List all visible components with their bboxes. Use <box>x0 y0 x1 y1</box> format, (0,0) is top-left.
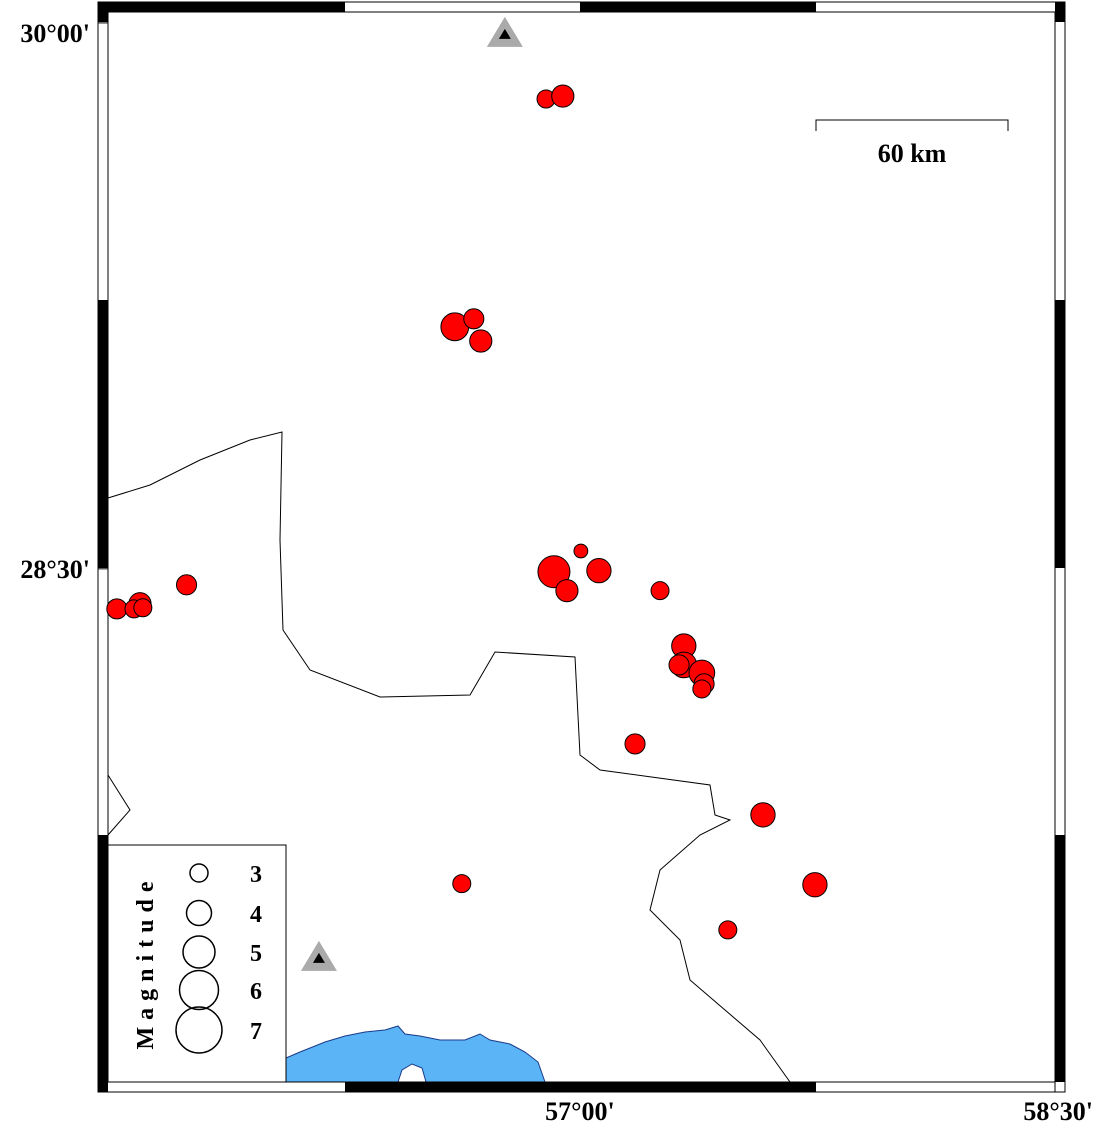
station-core <box>498 28 511 39</box>
event <box>668 654 690 676</box>
y-tick-label: 30°00' <box>20 19 90 48</box>
station-core <box>312 952 325 963</box>
event <box>551 84 575 108</box>
event <box>133 598 153 618</box>
legend-label: 4 <box>250 902 262 928</box>
water <box>285 1025 546 1083</box>
legend-label: 5 <box>250 941 262 967</box>
event <box>718 920 738 940</box>
event <box>650 581 670 601</box>
legend-label: 6 <box>250 979 262 1005</box>
legend-box <box>107 844 287 1083</box>
event <box>586 558 612 584</box>
event <box>469 329 493 353</box>
event <box>750 802 776 828</box>
legend-title: Magnitude <box>133 874 159 1049</box>
legend-symbol <box>182 935 216 969</box>
legend-symbol <box>178 969 220 1011</box>
legend-label: 3 <box>250 862 262 888</box>
scale-label: 60 km <box>878 139 947 168</box>
x-tick-label: 57°00' <box>545 1097 615 1126</box>
event <box>624 733 646 755</box>
event <box>573 543 589 559</box>
border <box>107 774 131 836</box>
event <box>537 555 571 589</box>
border <box>107 431 791 1083</box>
event <box>692 679 712 699</box>
event <box>802 872 828 898</box>
legend-label: 7 <box>250 1019 262 1045</box>
legend-symbol <box>189 863 209 883</box>
event <box>555 579 579 603</box>
legend-symbol <box>175 1006 223 1054</box>
event <box>106 598 128 620</box>
x-tick-label: 58°30' <box>1023 1097 1093 1126</box>
event <box>175 574 198 596</box>
frame <box>97 1 1066 1093</box>
event <box>463 308 485 330</box>
y-tick-label: 28°30' <box>20 555 90 584</box>
legend-symbol <box>185 899 213 927</box>
scale-bar <box>815 119 1009 131</box>
event <box>452 874 472 894</box>
